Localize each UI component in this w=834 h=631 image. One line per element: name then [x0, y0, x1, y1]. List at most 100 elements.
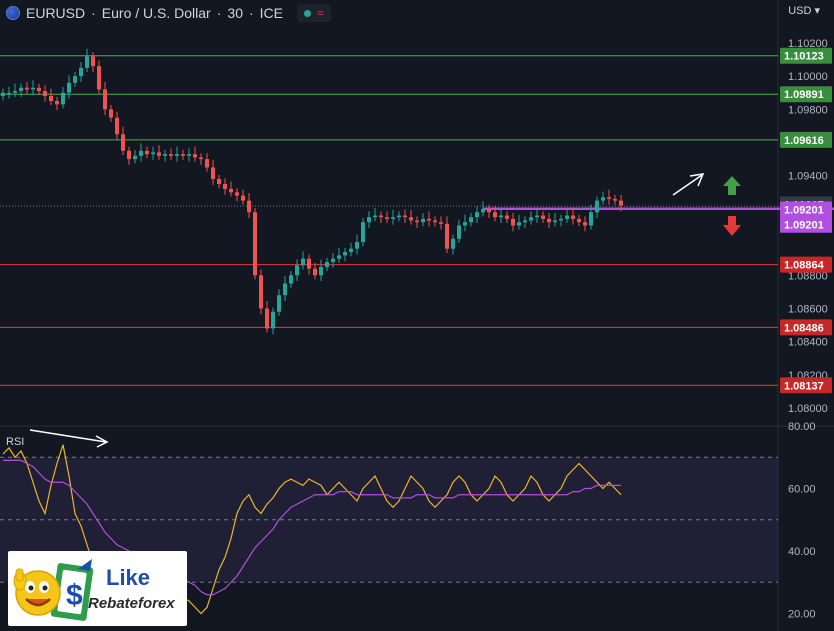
- candle-body: [13, 91, 17, 93]
- candle-body: [277, 295, 281, 312]
- support-price-label-text: 1.08486: [784, 322, 824, 334]
- delayed-data-icon: ≈: [317, 6, 324, 20]
- candle-body: [379, 215, 383, 218]
- candle-body: [547, 218, 551, 223]
- candle-body: [535, 215, 539, 218]
- candle-body: [313, 268, 317, 276]
- logo-title: Like: [106, 565, 151, 590]
- resistance-price-label-text: 1.09891: [784, 89, 824, 101]
- candle-body: [367, 217, 371, 223]
- candle-body: [475, 212, 479, 218]
- separator: ·: [216, 5, 222, 21]
- candle-body: [145, 150, 149, 155]
- candle-body: [265, 308, 269, 329]
- price-axis-tick: 1.09800: [788, 104, 828, 116]
- candle-body: [103, 89, 107, 110]
- candle-body: [307, 258, 311, 269]
- candle-body: [187, 154, 191, 156]
- candle-body: [199, 157, 203, 160]
- separator: ·: [91, 5, 96, 21]
- candle-body: [73, 76, 77, 83]
- candle-body: [229, 188, 233, 193]
- exchange: ICE: [259, 5, 283, 21]
- support-price-label: [780, 377, 832, 394]
- candle-body: [37, 87, 41, 92]
- candle-body: [49, 96, 53, 102]
- candle-body: [487, 208, 491, 213]
- currency-selector[interactable]: USD ▾: [788, 4, 820, 18]
- price-axis-tick: 1.08600: [788, 303, 828, 315]
- candle-body: [565, 215, 569, 219]
- candle-body: [355, 242, 359, 249]
- candle-body: [127, 150, 131, 160]
- candle-body: [493, 212, 497, 218]
- support-price-label: [780, 256, 832, 273]
- market-status[interactable]: ≈: [297, 4, 331, 22]
- candle-body: [601, 197, 605, 201]
- candle-body: [247, 200, 251, 213]
- candle-body: [577, 218, 581, 223]
- resistance-price-label-text: 1.10123: [784, 51, 824, 63]
- symbol-header[interactable]: EURUSD · Euro / U.S. Dollar · 30 · ICE ≈: [6, 3, 331, 23]
- highlight-price-label-text: 1.09201: [784, 205, 824, 217]
- candle-body: [559, 218, 563, 221]
- candle-body: [193, 154, 197, 158]
- candle-body: [79, 67, 83, 77]
- candle-body: [133, 155, 137, 160]
- candle-body: [97, 66, 101, 90]
- candle-body: [235, 192, 239, 196]
- separator: ·: [248, 5, 254, 21]
- support-price-label: [780, 319, 832, 336]
- candle-body: [607, 197, 611, 199]
- market-open-dot-icon: [304, 9, 311, 17]
- candle-body: [25, 87, 29, 90]
- candle-body: [283, 283, 287, 296]
- price-axis-tick: 1.10200: [788, 38, 828, 50]
- candle-body: [211, 167, 215, 180]
- highlight-price-label: [780, 201, 832, 218]
- candle-body: [505, 215, 509, 219]
- price-axis-tick: 1.08400: [788, 337, 828, 349]
- candle-body: [205, 159, 209, 168]
- candle-body: [457, 225, 461, 239]
- candle-body: [427, 218, 431, 221]
- rsi-axis-tick: 20.00: [788, 609, 816, 621]
- price-axis-tick: 1.08800: [788, 270, 828, 282]
- candle-body: [331, 258, 335, 262]
- ray-price-label-text: 1.09201: [784, 220, 824, 232]
- candle-body: [445, 223, 449, 249]
- rsi-axis-tick: 60.00: [788, 484, 816, 496]
- candle-body: [451, 238, 455, 249]
- support-price-label-text: 1.08137: [784, 380, 824, 392]
- candle-body: [19, 87, 23, 92]
- currency-label: USD: [788, 4, 812, 17]
- candle-body: [157, 152, 161, 156]
- candle-body: [589, 212, 593, 226]
- candle-body: [403, 215, 407, 218]
- candle-body: [223, 184, 227, 189]
- logo-subtitle: Rebateforex: [88, 595, 175, 612]
- candle-body: [253, 212, 257, 276]
- rsi-pane-label[interactable]: RSI: [6, 436, 25, 448]
- candle-body: [67, 82, 71, 93]
- candle-body: [271, 311, 275, 329]
- smiley-thumbs-up-icon: $: [13, 559, 94, 621]
- candle-body: [391, 217, 395, 219]
- candle-body: [43, 91, 47, 97]
- green-up-arrow-icon: [723, 176, 741, 195]
- candle-body: [439, 222, 443, 224]
- candle-body: [511, 218, 515, 226]
- price-axis-tick: 1.08000: [788, 403, 828, 415]
- chevron-down-icon: ▾: [814, 5, 820, 17]
- candle-body: [571, 215, 575, 219]
- candle-body: [301, 258, 305, 266]
- candle-body: [325, 262, 329, 267]
- resistance-price-label-text: 1.09616: [784, 135, 824, 147]
- price-axis-tick: 1.10000: [788, 71, 828, 83]
- candle-body: [289, 275, 293, 284]
- candle-body: [139, 150, 143, 156]
- rsi-axis-tick: 40.00: [788, 546, 816, 558]
- candle-body: [613, 198, 617, 201]
- candle-body: [115, 117, 119, 135]
